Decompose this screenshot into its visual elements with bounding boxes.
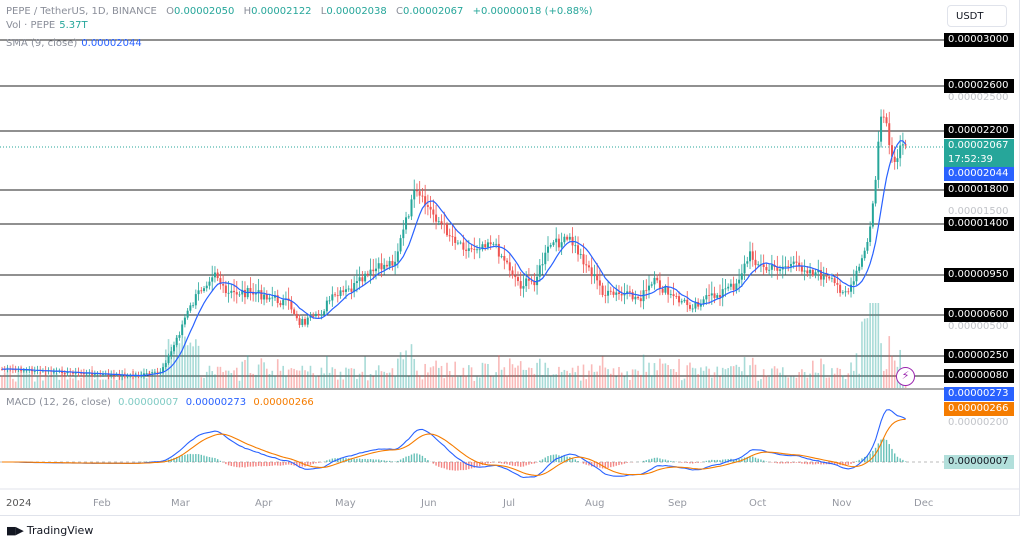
close-value: 0.00002067 [402, 6, 464, 17]
volume-value: 5.37T [59, 20, 88, 31]
open-value: 0.00002050 [173, 6, 235, 17]
macd-hist-value: 0.00000007 [118, 397, 179, 408]
change-value: +0.00000018 (+0.88%) [472, 6, 593, 17]
time-label: Dec [914, 498, 934, 509]
time-label: Jun [421, 498, 437, 509]
price-level-0.00000080: 0.00000080 [944, 369, 1014, 383]
high-value: 0.00002122 [251, 6, 312, 17]
hist-scale-tag: 0.00000007 [944, 455, 1014, 469]
macd-signal-value: 0.00000266 [253, 397, 314, 408]
bar-countdown: 17:52:39 [948, 154, 993, 165]
time-label: Jul [503, 498, 516, 509]
signal-line [2, 418, 906, 476]
price-level-0.00000250: 0.00000250 [944, 349, 1014, 363]
time-label: 2024 [6, 498, 32, 509]
time-label: Aug [585, 498, 605, 509]
macd-grid-label: 0.00000200 [948, 417, 1009, 428]
price-level-0.00001800: 0.00001800 [944, 183, 1014, 197]
time-label: Sep [668, 498, 687, 509]
currency-button[interactable]: USDT [947, 5, 1007, 27]
low-value: 0.00002038 [326, 6, 387, 17]
ohlc-legend: PEPE / TetherUS, 1D, BINANCE O0.00002050… [6, 6, 593, 17]
price-level-0.00002500: 0.00002500 [948, 92, 1009, 103]
sma-line [1, 140, 907, 377]
price-level-0.00002600: 0.00002600 [944, 79, 1014, 93]
tradingview-mark-icon: ■▶ [6, 524, 24, 537]
sma-legend[interactable]: SMA (9, close) 0.00002044 [6, 38, 142, 49]
sma-price-tag: 0.00002044 [944, 167, 1014, 181]
price-level-0.00000600: 0.00000600 [944, 308, 1014, 322]
price-level-0.00002200: 0.00002200 [944, 124, 1014, 138]
price-level-0.00001500: 0.00001500 [948, 206, 1009, 217]
chart-frame [0, 0, 1020, 516]
lightning-icon[interactable]: ⚡ [896, 367, 915, 386]
time-label: Oct [749, 498, 767, 509]
volume-legend[interactable]: Vol · PEPE 5.37T [6, 20, 88, 31]
price-level-0.00003000: 0.00003000 [944, 33, 1014, 47]
tradingview-logo[interactable]: ■▶ TradingView [6, 524, 94, 537]
macd-value: 0.00000273 [185, 397, 247, 408]
time-label: Mar [171, 498, 190, 509]
time-label: Nov [832, 498, 852, 509]
sma-value: 0.00002044 [81, 38, 142, 49]
current-price-tag: 0.00002067 17:52:39 [944, 139, 1014, 167]
price-level-0.00000950: 0.00000950 [944, 268, 1014, 282]
macd-legend[interactable]: MACD (12, 26, close) 0.00000007 0.000002… [6, 397, 314, 408]
macd-scale-tag: 0.00000273 [944, 387, 1014, 401]
macd-line [2, 409, 906, 479]
time-label: May [335, 498, 356, 509]
signal-scale-tag: 0.00000266 [944, 402, 1014, 416]
price-level-0.00000500: 0.00000500 [948, 321, 1009, 332]
price-level-0.00001400: 0.00001400 [944, 217, 1014, 231]
time-label: Apr [255, 498, 273, 509]
symbol-title[interactable]: PEPE / TetherUS, 1D, BINANCE [6, 6, 157, 17]
time-label: Feb [93, 498, 111, 509]
